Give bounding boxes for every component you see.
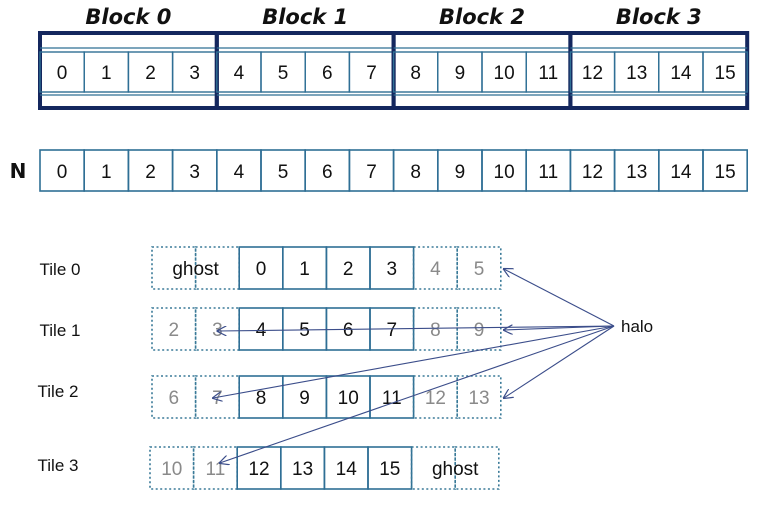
array-cell-value: 14 xyxy=(670,162,692,183)
block-cell-value: 0 xyxy=(57,63,68,84)
core-cell-value: 8 xyxy=(256,388,267,409)
array-cell-value: 8 xyxy=(410,162,421,183)
halo-cell-value: 8 xyxy=(430,320,441,341)
core-cell-value: 7 xyxy=(387,320,398,341)
halo-arrow xyxy=(504,269,615,327)
halo-cell-value: 2 xyxy=(169,320,180,341)
halo-cell-value: 6 xyxy=(169,388,180,409)
halo-arrow xyxy=(217,325,615,331)
tile-halo-cell xyxy=(456,307,502,351)
array-cell-value: 4 xyxy=(234,162,245,183)
array-cell-value: 1 xyxy=(101,162,112,183)
halo-cell-value: 10 xyxy=(161,459,182,480)
ghost-label: ghost xyxy=(172,259,219,280)
array-cell-value: 12 xyxy=(582,162,603,183)
tile-label: Tile 1 xyxy=(40,321,81,340)
halo-cell-value: 7 xyxy=(212,388,223,409)
core-cell-value: 5 xyxy=(299,320,310,341)
block-cell-value: 14 xyxy=(670,63,692,84)
tile-halo-cell xyxy=(456,375,502,419)
core-cell-value: 13 xyxy=(292,459,313,480)
block-cell-value: 6 xyxy=(322,63,333,84)
array-cell-value: 6 xyxy=(322,162,333,183)
block-cell-value: 13 xyxy=(626,63,647,84)
core-cell-value: 12 xyxy=(248,459,269,480)
array-cell-value: 3 xyxy=(189,162,200,183)
core-cell-value: 6 xyxy=(343,320,354,341)
array-cell-value: 11 xyxy=(538,162,558,183)
halo-cell-value: 13 xyxy=(468,388,489,409)
block-cell-value: 8 xyxy=(410,63,421,84)
block-cell-value: 11 xyxy=(538,63,558,84)
halo-cell-value: 9 xyxy=(474,320,485,341)
tile-label: Tile 0 xyxy=(40,260,81,279)
core-cell-value: 2 xyxy=(343,259,354,280)
array-label: N xyxy=(10,159,27,183)
array-cell-value: 13 xyxy=(626,162,647,183)
block-cell-value: 12 xyxy=(582,63,603,84)
tile-halo-cell xyxy=(454,446,500,490)
array-cell-value: 15 xyxy=(715,162,736,183)
core-cell-value: 1 xyxy=(299,259,310,280)
array-cell-value: 7 xyxy=(366,162,377,183)
block-cell-value: 9 xyxy=(455,63,466,84)
ghost-label: ghost xyxy=(432,459,479,480)
tile-label: Tile 2 xyxy=(38,382,79,401)
block-cell-value: 2 xyxy=(145,63,156,84)
core-cell-value: 11 xyxy=(382,388,402,409)
halo-cell-value: 4 xyxy=(430,259,441,280)
array-cell-value: 0 xyxy=(57,162,68,183)
array-cell-value: 2 xyxy=(145,162,156,183)
array-cell-value: 10 xyxy=(494,162,515,183)
block-cell-value: 7 xyxy=(366,63,377,84)
block-cell-value: 10 xyxy=(494,63,515,84)
block-cell-value: 1 xyxy=(101,63,112,84)
core-cell-value: 14 xyxy=(336,459,358,480)
block-title: Block 0 xyxy=(85,5,171,29)
halo-label: halo xyxy=(621,317,653,336)
core-cell-value: 0 xyxy=(256,259,267,280)
block-cell xyxy=(702,51,748,93)
array-cell-value: 9 xyxy=(455,162,466,183)
halo-arrow xyxy=(504,325,615,398)
array-cell xyxy=(702,149,749,192)
block-title: Block 1 xyxy=(262,5,348,29)
halo-cell-value: 12 xyxy=(425,388,446,409)
core-cell-value: 10 xyxy=(338,388,359,409)
block-cell-value: 3 xyxy=(189,63,200,84)
core-cell-value: 9 xyxy=(299,388,310,409)
halo-arrows-group xyxy=(213,269,615,463)
halo-arrow xyxy=(213,325,615,398)
block-cell-value: 15 xyxy=(715,63,736,84)
block-title: Block 3 xyxy=(616,5,702,29)
block-cell-value: 4 xyxy=(234,63,245,84)
array-cell-value: 5 xyxy=(278,162,289,183)
block-cell-value: 5 xyxy=(278,63,289,84)
core-cell-value: 3 xyxy=(387,259,398,280)
block-title: Block 2 xyxy=(439,5,525,29)
halo-arrow xyxy=(220,325,615,463)
halo-cell-value: 5 xyxy=(474,259,485,280)
core-cell-value: 15 xyxy=(379,459,400,480)
tile-label: Tile 3 xyxy=(38,456,79,475)
tile-halo-cell xyxy=(456,246,502,290)
array-group: N 0 1 2 3 4 5 6 7 8 9 10 11 12 13 14 15 xyxy=(10,149,749,192)
